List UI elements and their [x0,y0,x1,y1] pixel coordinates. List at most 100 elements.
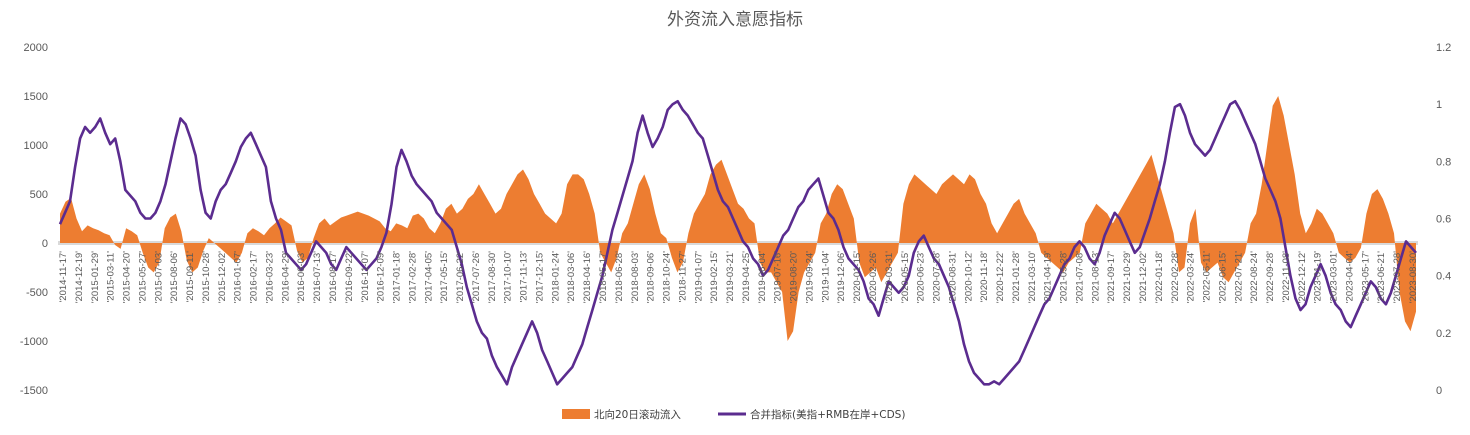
x-tick-label: '2023-06-21' [1376,251,1387,303]
x-tick-label: '2020-03-31' [884,251,895,303]
x-tick-label: '2015-05-27' [137,251,148,303]
x-tick-label: '2023-04-04' [1344,251,1355,303]
x-tick-label: '2021-01-28' [1011,251,1022,303]
x-tick-label: '2017-05-15' [439,251,450,303]
x-tick-label: '2020-06-23' [916,251,927,303]
x-tick-label: '2023-07-28' [1392,251,1403,303]
x-tick-label: '2017-11-13' [519,251,530,303]
line-series [58,100,1417,386]
right-y-tick-label: 0.8 [1436,156,1451,168]
x-tick-label: '2022-02-28' [1170,251,1181,303]
legend-label-line: 合并指标(美指+RMB在岸+CDS) [750,408,905,421]
x-tick-label: '2020-08-31' [947,251,958,303]
x-tick-label: '2017-08-30' [487,251,498,303]
x-tick-label: '2018-09-06' [646,251,657,303]
x-tick-label: '2018-03-06' [566,251,577,303]
x-tick-label: '2020-12-22' [995,251,1006,303]
right-y-tick-label: 0.2 [1436,328,1451,340]
x-tick-label: '2015-10-28' [201,251,212,303]
x-tick-label: '2021-08-13' [1090,251,1101,303]
x-tick-label: '2018-05-17' [598,251,609,303]
x-tick-label: '2022-11-08' [1281,251,1292,303]
left-y-tick-label: 1500 [24,91,48,103]
x-tick-label: '2014-11-17' [58,251,69,303]
x-tick-label: '2022-01-18' [1154,251,1165,303]
x-tick-label: '2019-04-25' [741,251,752,303]
left-y-tick-label: 0 [42,238,48,250]
left-y-tick-label: 500 [30,189,48,201]
x-tick-label: '2017-12-15' [534,251,545,303]
x-tick-label: '2016-06-03' [296,251,307,303]
right-y-tick-label: 0.6 [1436,214,1451,226]
left-y-tick-label: -500 [26,287,48,299]
x-tick-label: '2022-09-28' [1265,251,1276,303]
x-tick-label: '2020-11-18' [979,251,990,303]
x-tick-label: '2019-08-20' [789,251,800,303]
right-y-tick-label: 1.2 [1436,42,1451,54]
x-tick-label: '2022-12-12' [1297,251,1308,303]
x-tick-label: '2016-03-23' [264,251,275,303]
x-tick-label: '2021-09-17' [1106,251,1117,303]
left-y-tick-label: 2000 [24,42,48,54]
x-tick-label: '2018-11-27' [677,251,688,303]
x-tick-label: '2016-12-09' [376,251,387,303]
x-tick-label: '2021-03-10' [1027,251,1038,303]
area-series [60,96,1416,341]
x-tick-label: '2023-05-17' [1360,251,1371,303]
x-tick-label: '2019-02-15' [709,251,720,303]
x-tick-label: '2017-01-18' [392,251,403,303]
x-tick-label: '2016-11-07' [360,251,371,303]
x-tick-label: '2019-09-24' [804,251,815,303]
x-tick-label: '2017-02-28' [407,251,418,303]
chart-title: 外资流入意愿指标 [667,10,803,30]
x-tick-label: '2023-03-01' [1329,251,1340,303]
legend-label-area: 北向20日滚动流入 [594,408,681,421]
x-tick-label: '2022-03-24' [1186,251,1197,303]
x-tick-label: '2021-07-08' [1074,251,1085,303]
x-tick-label: '2020-07-28' [932,251,943,303]
legend: 北向20日滚动流入 合并指标(美指+RMB在岸+CDS) [562,408,905,421]
x-tick-label: '2015-08-06' [169,251,180,303]
x-tick-label: '2017-07-26' [471,251,482,303]
x-tick-label: '2015-07-03' [153,251,164,303]
x-tick-label: '2023-01-19' [1313,251,1324,303]
x-tick-label: '2017-06-22' [455,251,466,303]
area-northbound-flow [60,96,1416,341]
x-tick-label: '2021-05-28' [1059,251,1070,303]
right-y-tick-label: 0.4 [1436,271,1451,283]
x-tick-label: '2016-09-22' [344,251,355,303]
x-tick-label: '2023-08-30' [1408,251,1419,303]
left-y-axis: -1500 -1000 -500 0 500 1000 1500 2000 [20,42,48,397]
x-tick-label: '2015-01-29' [90,251,101,303]
x-tick-label: '2016-08-17' [328,251,339,303]
x-tick-label: '2017-10-10' [503,251,514,303]
x-tick-label: '2018-10-24' [662,251,673,303]
right-y-axis: 0 0.2 0.4 0.6 0.8 1 1.2 [1436,42,1451,397]
x-tick-label: '2018-04-16' [582,251,593,303]
x-tick-label: '2016-07-13' [312,251,323,303]
x-tick-label: '2019-07-16' [773,251,784,303]
x-tick-label: '2021-04-19' [1043,251,1054,303]
left-y-tick-label: 1000 [24,140,48,152]
x-tick-label: '2021-12-02' [1138,251,1149,303]
left-y-tick-label: -1000 [20,336,48,348]
x-tick-label: '2020-02-26' [868,251,879,303]
x-tick-label: '2020-05-15' [900,251,911,303]
x-tick-label: '2019-03-21' [725,251,736,303]
x-tick-label: '2014-12-19' [74,251,85,303]
x-tick-label: '2020-01-15' [852,251,863,303]
x-tick-label: '2020-10-12' [963,251,974,303]
x-tick-label: '2019-11-04' [820,251,831,303]
legend-swatch-area [562,409,590,419]
x-tick-label: '2015-12-02' [217,251,228,303]
x-tick-label: '2017-04-05' [423,251,434,303]
x-tick-label: '2016-01-07' [233,251,244,303]
line-combined-indicator [58,100,1417,386]
right-y-tick-label: 0 [1436,385,1442,397]
x-axis: '2014-11-17' '2014-12-19' '2015-01-29' '201… [58,251,1419,303]
left-y-tick-label: -1500 [20,385,48,397]
x-tick-label: '2019-12-06' [836,251,847,303]
x-tick-label: '2019-01-07' [693,251,704,303]
